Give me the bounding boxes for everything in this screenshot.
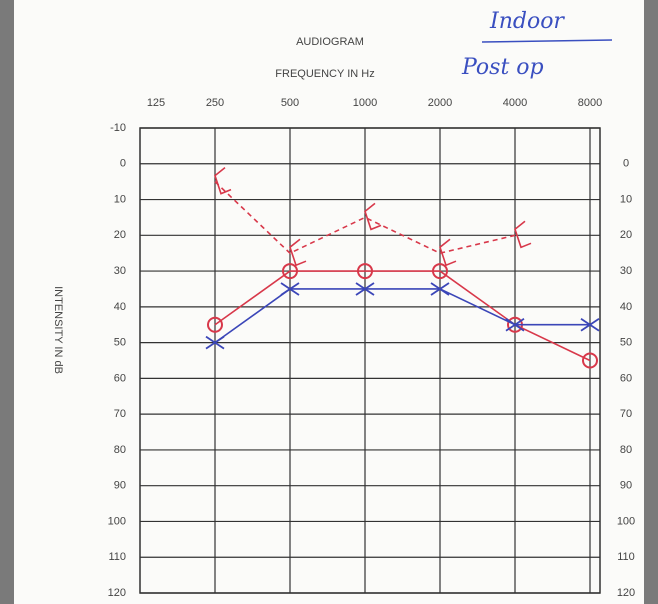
y-tick-label: 20 xyxy=(114,229,126,241)
y2-tick-label: 80 xyxy=(620,444,632,456)
y-tick-label: 80 xyxy=(114,444,126,456)
y-tick-label: 70 xyxy=(114,408,126,420)
handwritten-note: Post op xyxy=(461,55,544,80)
x-tick-label: 500 xyxy=(281,97,299,109)
y-tick-label: 120 xyxy=(108,587,126,599)
x-tick-label: 2000 xyxy=(428,97,452,109)
chart-title: AUDIOGRAM xyxy=(296,36,364,48)
y-tick-label: 10 xyxy=(114,193,126,205)
y-tick-label: 50 xyxy=(114,337,126,349)
y-tick-label: 90 xyxy=(114,480,126,492)
y-tick-label: 60 xyxy=(114,372,126,384)
y-tick-label: -10 xyxy=(110,122,126,134)
y-axis-label: INTENSITY IN dB xyxy=(52,286,64,374)
x-tick-label: 125 xyxy=(147,97,165,109)
y2-tick-label: 110 xyxy=(617,551,635,563)
y-tick-label: 100 xyxy=(108,515,126,527)
x-axis-label: FREQUENCY IN Hz xyxy=(275,68,374,80)
y-tick-label: 0 xyxy=(120,158,126,170)
x-tick-label: 4000 xyxy=(503,97,527,109)
y2-tick-label: 40 xyxy=(620,301,632,313)
y2-tick-label: 20 xyxy=(620,229,632,241)
y2-tick-label: 100 xyxy=(617,515,635,527)
y2-tick-label: 10 xyxy=(620,193,632,205)
y2-tick-label: 30 xyxy=(620,265,632,277)
y2-tick-label: 70 xyxy=(620,408,632,420)
x-tick-label: 8000 xyxy=(578,97,602,109)
page: {"chart_data": {"type": "line", "title":… xyxy=(0,0,658,604)
y-tick-label: 30 xyxy=(114,265,126,277)
y2-tick-label: 60 xyxy=(620,372,632,384)
y2-tick-label: 120 xyxy=(617,587,635,599)
paper xyxy=(14,0,644,604)
chart: AUDIOGRAM FREQUENCY IN Hz INTENSITY IN d… xyxy=(0,0,658,604)
y2-tick-label: 0 xyxy=(623,158,629,170)
x-tick-label: 1000 xyxy=(353,97,377,109)
x-tick-label: 250 xyxy=(206,97,224,109)
y2-tick-label: 90 xyxy=(620,480,632,492)
handwritten-note: Indoor xyxy=(489,9,565,34)
y-tick-label: 40 xyxy=(114,301,126,313)
y2-tick-label: 50 xyxy=(620,337,632,349)
y-tick-label: 110 xyxy=(108,551,126,563)
